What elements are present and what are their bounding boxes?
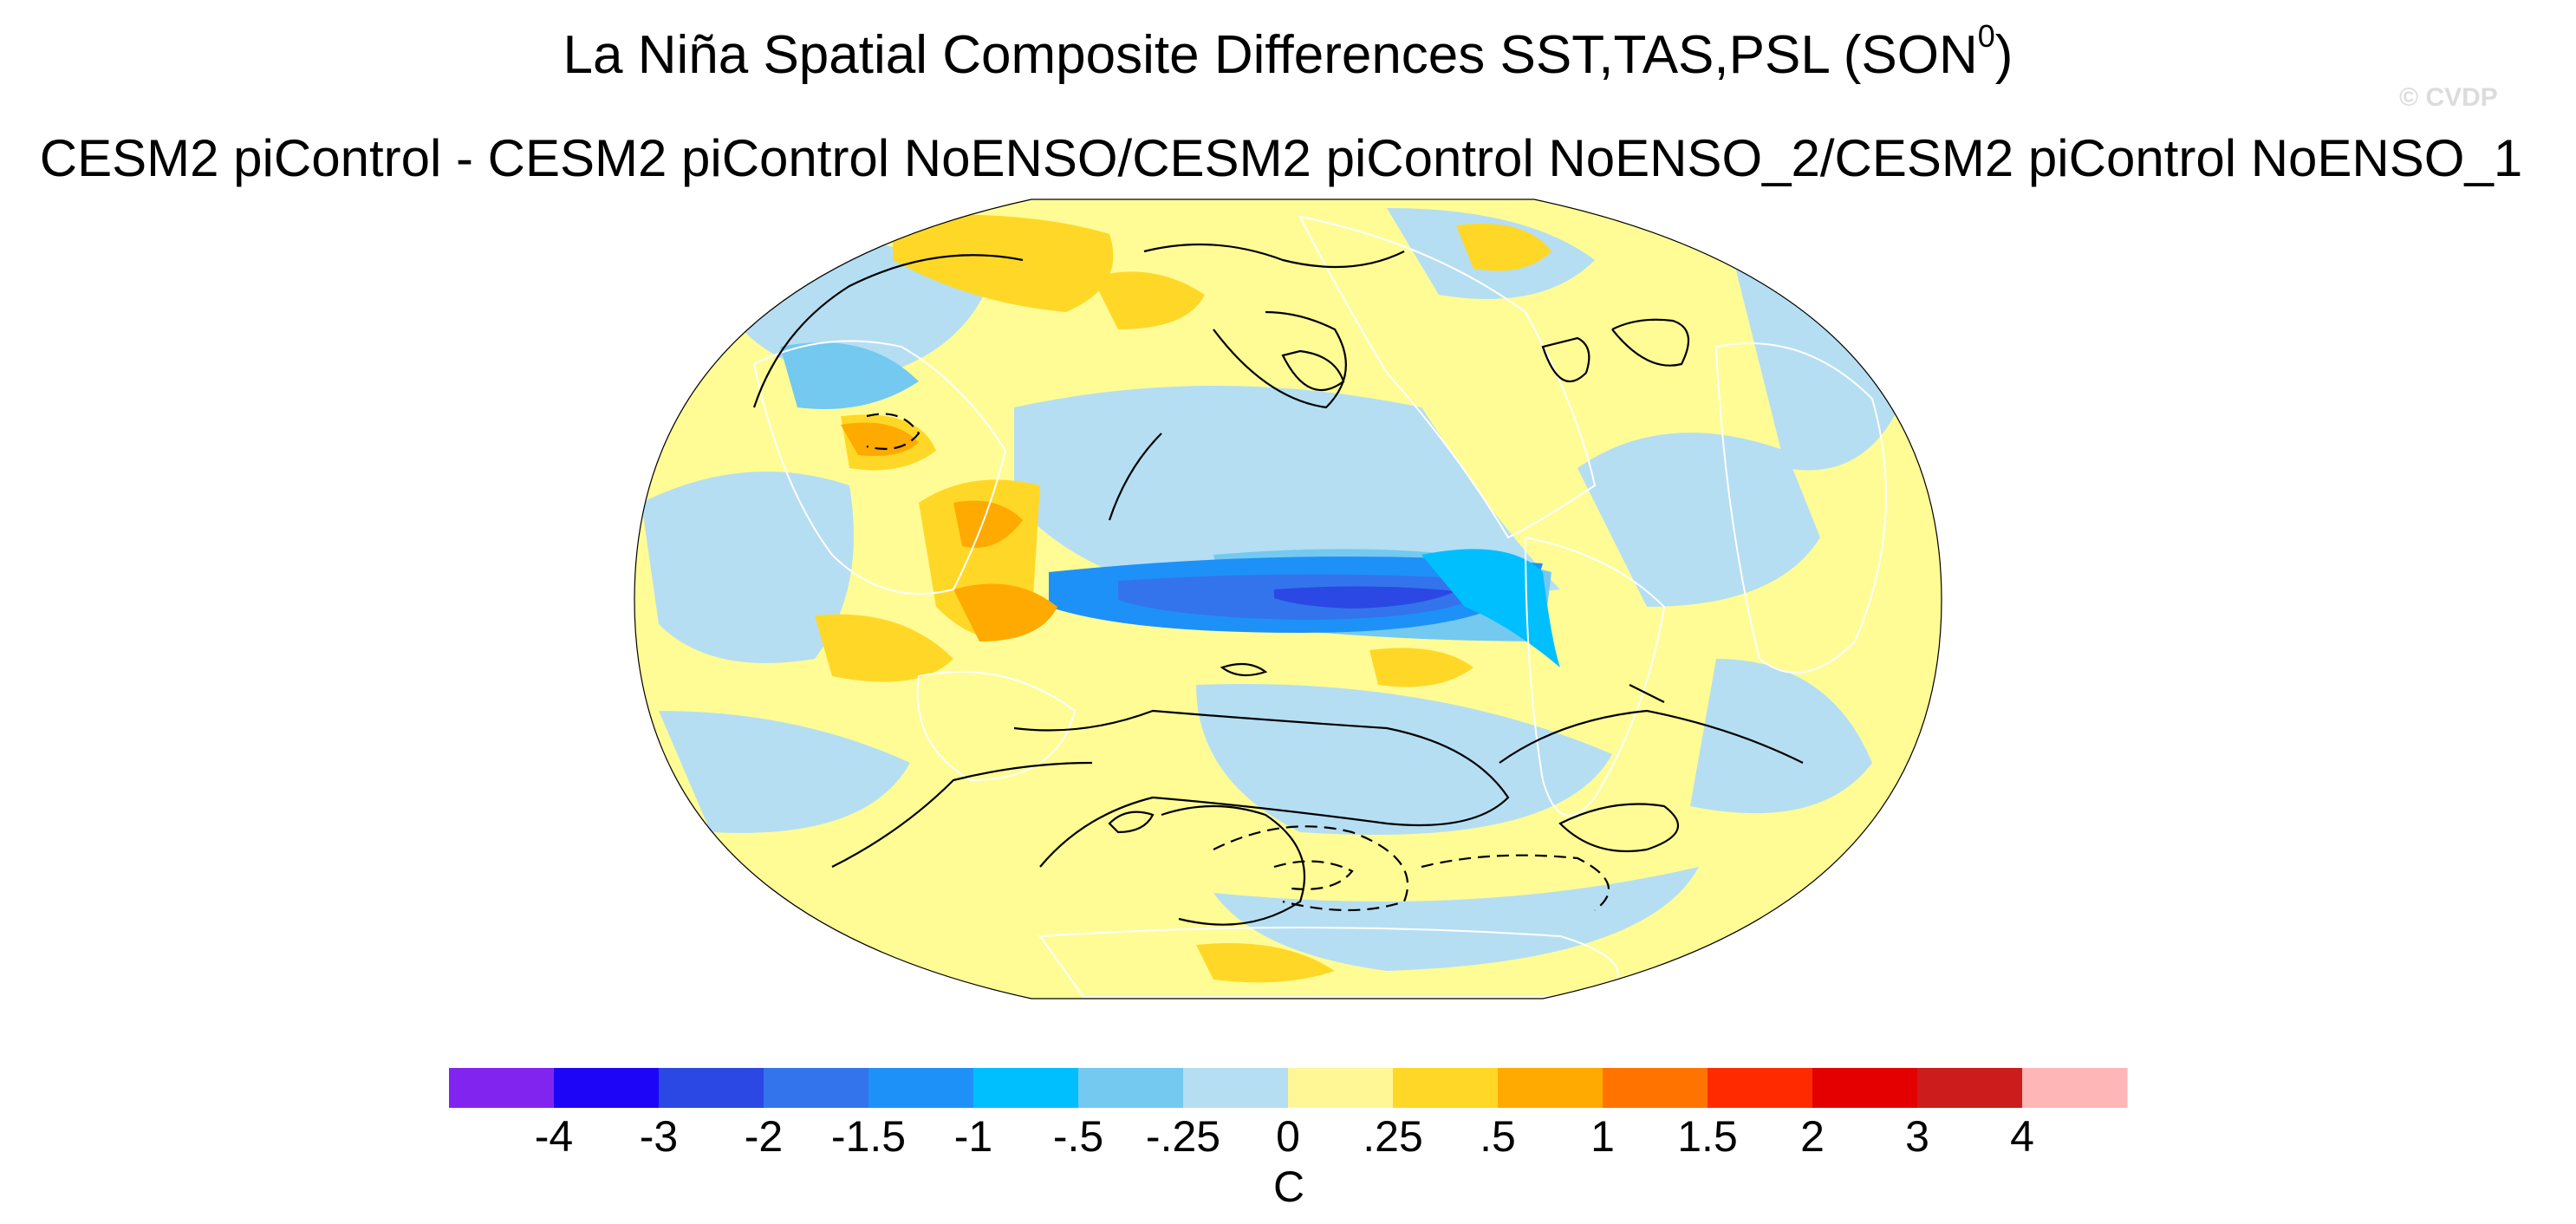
title-main: La Niña Spatial Composite Differences SS…	[563, 25, 1978, 85]
psl-contours	[752, 243, 1804, 926]
positive-anomaly-fields	[815, 214, 1551, 983]
colorbar-swatch	[1708, 1068, 1813, 1108]
colorbar-swatch	[554, 1068, 660, 1108]
colorbar-tick-label: -4	[534, 1112, 574, 1161]
colorbar-swatch	[1078, 1068, 1184, 1108]
colorbar-swatch	[1393, 1068, 1499, 1108]
colorbar-tick-label: -3	[639, 1112, 679, 1161]
psl-contours-negative	[866, 413, 1610, 912]
colorbar-tick-label: 2	[1800, 1112, 1825, 1161]
colorbar-swatch	[659, 1068, 764, 1108]
land-coastlines	[752, 215, 1887, 998]
chart-subtitle: CESM2 piControl - CESM2 piControl NoENSO…	[39, 129, 2523, 187]
chart-title: La Niña Spatial Composite Differences SS…	[0, 18, 2576, 86]
colorbar-swatch	[1498, 1068, 1603, 1108]
colorbar-tick-label: -1.5	[830, 1112, 907, 1161]
world-map	[634, 199, 1942, 999]
colorbar-swatch	[2022, 1068, 2128, 1108]
colorbar-swatch	[868, 1068, 974, 1108]
colorbar-swatch	[1288, 1068, 1394, 1108]
title-close: )	[1994, 25, 2013, 85]
colorbar-swatch	[764, 1068, 869, 1108]
colorbar-swatch	[1812, 1068, 1918, 1108]
watermark: © CVDP	[2399, 83, 2498, 112]
colorbar-swatch	[1917, 1068, 2023, 1108]
colorbar-tick-label: 0	[1276, 1112, 1300, 1161]
colorbar-units: C	[1272, 1162, 1305, 1211]
colorbar-swatch	[449, 1068, 555, 1108]
colorbar-swatch	[1603, 1068, 1708, 1108]
colorbar-tick-label: 1	[1590, 1112, 1615, 1161]
globe-outline	[634, 199, 1942, 999]
colorbar-swatch	[1183, 1068, 1289, 1108]
colorbar-tick-label: -.25	[1145, 1112, 1221, 1161]
title-superscript: 0	[1977, 18, 1995, 55]
colorbar-tick-label: 3	[1905, 1112, 1929, 1161]
colorbar-tick-label: -.5	[1052, 1112, 1104, 1161]
colorbar-tick-label: -1	[953, 1112, 993, 1161]
colorbar-tick-label: .5	[1480, 1112, 1516, 1161]
colorbar-tick-label: .25	[1363, 1112, 1423, 1161]
colorbar-tick-label: -2	[744, 1112, 784, 1161]
colorbar-tick-label: 1.5	[1677, 1112, 1738, 1161]
colorbar-swatch	[973, 1068, 1079, 1108]
colorbar-tick-label: 4	[2010, 1112, 2034, 1161]
